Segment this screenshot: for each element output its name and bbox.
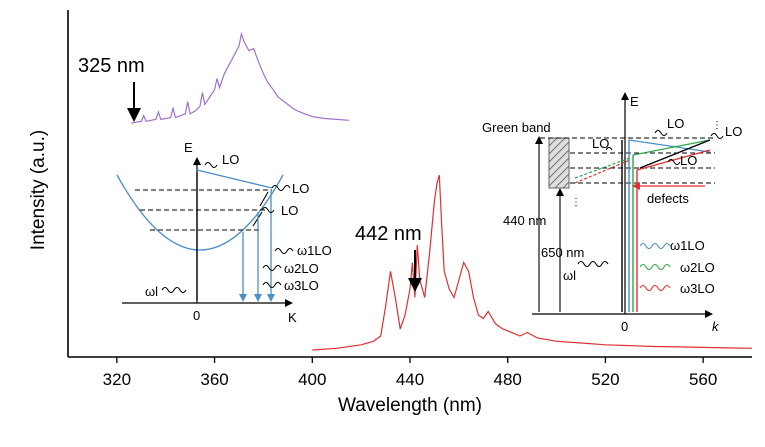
right-inset-wavy-lo-3	[605, 147, 613, 151]
arrow-325nm-head	[127, 108, 141, 122]
left-inset-omega-l: ωl	[145, 284, 158, 299]
right-inset-wavy-1lo	[639, 242, 671, 250]
left-inset-k-arrowhead	[285, 299, 293, 307]
x-tick-label: 560	[689, 370, 717, 389]
right-inset-lo-4: LO	[680, 153, 697, 168]
right-inset-dots-2: ⋮	[712, 120, 722, 131]
right-inset-lo-2: LO	[725, 124, 742, 139]
left-inset-lo-mid: LO	[292, 181, 309, 196]
right-inset-omega-2lo: ω2LO	[680, 260, 715, 275]
right-inset-440-head	[535, 136, 543, 144]
right-inset-wavy-2lo	[639, 263, 671, 271]
x-axis-title: Wavelength (nm)	[338, 395, 482, 416]
arrow-442nm-head	[408, 278, 422, 292]
left-inset-diagram: E K 0 LO LO LO ωl ω1LO ω2LO ω3LO	[116, 140, 332, 325]
annotation-325nm: 325 nm	[78, 55, 145, 77]
x-tick-label: 440	[396, 370, 424, 389]
left-inset-lo-low: LO	[281, 203, 298, 218]
right-inset-wavy-lo-2	[710, 133, 724, 139]
left-inset-k-label: K	[288, 310, 297, 325]
left-inset-omega-3lo: ω3LO	[284, 278, 319, 293]
right-inset-return-black	[639, 139, 711, 169]
right-inset-diagram: E k 0 Green band 440 nm 650 nm ⋮ ⋮	[482, 92, 742, 334]
right-inset-lo-1: LO	[667, 116, 684, 131]
right-inset-wavy-omega-l	[577, 260, 609, 268]
x-axis-ticks: 320 360 400 440 480 520 560	[103, 357, 717, 389]
x-tick-label: 520	[591, 370, 619, 389]
right-inset-lo-3: LO	[592, 136, 609, 151]
right-inset-dots-1: ⋮	[571, 197, 581, 208]
annotation-442nm: 442 nm	[355, 223, 422, 245]
right-inset-defects-label: defects	[647, 191, 689, 206]
left-inset-wavy-1lo	[274, 248, 294, 254]
left-inset-lo-top: LO	[222, 152, 239, 167]
y-axis-title: Intensity (a.u.)	[28, 130, 49, 250]
right-inset-e-arrowhead	[621, 92, 629, 100]
right-inset-green-band-label: Green band	[482, 120, 551, 135]
right-inset-k-arrowhead	[705, 310, 713, 318]
right-inset-650nm-label: 650 nm	[541, 245, 584, 260]
right-inset-k-label: k	[712, 319, 720, 334]
right-inset-omega-l: ωl	[563, 268, 576, 283]
right-inset-wavy-3lo	[639, 284, 671, 292]
right-inset-green-band-hatch	[548, 137, 570, 189]
right-inset-e-label: E	[630, 94, 639, 109]
left-inset-omega-1lo: ω1LO	[297, 243, 332, 258]
left-inset-band-parabola	[116, 174, 284, 251]
left-inset-zero-label: 0	[193, 308, 200, 323]
right-inset-scatter-blue	[628, 139, 711, 153]
left-inset-wavy-3lo	[262, 282, 282, 288]
right-inset-omega-3lo: ω3LO	[680, 281, 715, 296]
right-inset-defect-arrow-head	[632, 182, 640, 190]
left-inset-emission-3-head	[267, 294, 275, 302]
x-tick-label: 320	[103, 370, 131, 389]
left-inset-wavy-lo-mid	[271, 185, 291, 191]
left-inset-wavy-lo-low	[261, 207, 275, 213]
right-inset-zero-label: 0	[621, 319, 628, 334]
x-tick-label: 360	[200, 370, 228, 389]
left-inset-wavy-omega-l	[161, 286, 187, 294]
x-tick-label: 480	[494, 370, 522, 389]
left-inset-wavy-2lo	[262, 265, 282, 271]
left-inset-scatter-1	[196, 169, 273, 189]
right-inset-650-head	[556, 188, 564, 196]
right-inset-wavy-lo-1	[654, 130, 668, 136]
right-inset-scatter-green	[632, 139, 711, 156]
left-inset-e-label: E	[184, 140, 193, 155]
series-purple-line	[131, 31, 349, 124]
x-tick-label: 400	[298, 370, 326, 389]
right-inset-wavy-lo-4	[667, 159, 681, 165]
left-inset-emission-1-head	[239, 294, 247, 302]
left-inset-e-arrowhead	[193, 157, 201, 165]
left-inset-emission-2-head	[254, 294, 262, 302]
series-red-line	[312, 174, 753, 351]
right-inset-440nm-label: 440 nm	[503, 213, 546, 228]
left-inset-scatter-2	[259, 191, 269, 207]
left-inset-wavy-lo-top	[204, 162, 218, 168]
left-inset-omega-2lo: ω2LO	[284, 261, 319, 276]
right-inset-scatter-red	[636, 149, 711, 171]
right-inset-omega-1lo: ω1LO	[670, 238, 705, 253]
